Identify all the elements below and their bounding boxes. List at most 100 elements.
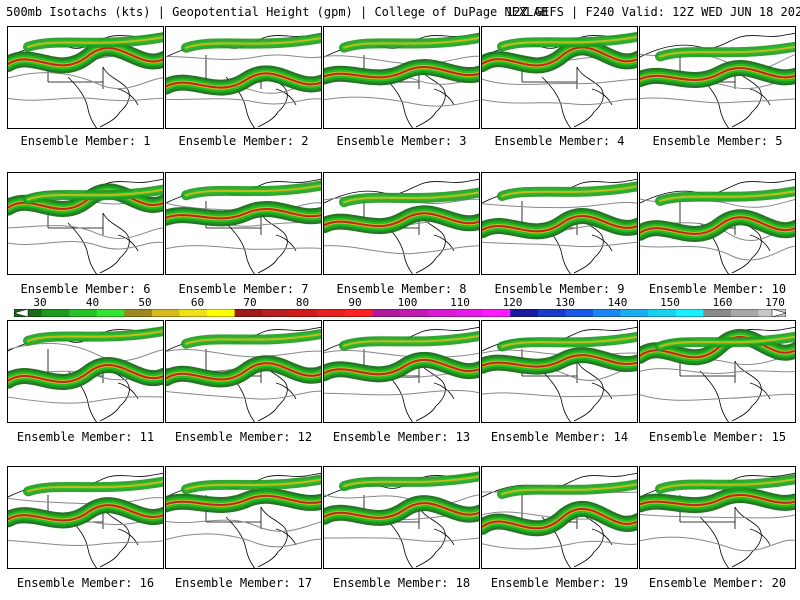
isotach-band — [501, 35, 637, 48]
ensemble-caption-9: Ensemble Member: 9 — [494, 282, 625, 296]
ensemble-caption-6: Ensemble Member: 6 — [20, 282, 151, 296]
height-contour — [324, 537, 479, 542]
ensemble-panel-9 — [481, 172, 638, 275]
ensemble-panel-16 — [7, 466, 164, 569]
isotach-band — [166, 362, 321, 381]
isotach-band — [482, 46, 637, 67]
ensemble-panel-15 — [639, 320, 796, 423]
ensemble-caption-5: Ensemble Member: 5 — [652, 134, 783, 148]
colorbar-segment — [565, 309, 594, 317]
colorbar-label: 80 — [295, 296, 310, 309]
colorbar-segment — [620, 309, 649, 317]
ensemble-panel-3 — [323, 26, 480, 129]
panel-map-2 — [166, 32, 321, 128]
colorbar-arrows — [14, 309, 786, 317]
isotach-band — [185, 478, 321, 491]
colorbar-label: 50 — [138, 296, 152, 309]
ensemble-caption-1: Ensemble Member: 1 — [20, 134, 151, 148]
height-contour — [166, 533, 321, 548]
isotach-band — [343, 334, 479, 347]
colorbar-label: 100 — [397, 296, 418, 309]
coastline — [640, 32, 795, 128]
colorbar-segment — [593, 309, 622, 317]
height-contour — [482, 201, 637, 209]
ensemble-caption-13: Ensemble Member: 13 — [332, 430, 471, 444]
ensemble-panel-12 — [165, 320, 322, 423]
colorbar-label: 170 — [765, 296, 785, 309]
height-contour — [324, 96, 479, 107]
isotach-band — [166, 494, 321, 507]
isotach-band — [640, 494, 795, 507]
colorbar-segment — [372, 309, 401, 317]
header-left: 500mb Isotachs (kts) | Geopotential Heig… — [6, 5, 548, 19]
isotach-band — [166, 208, 321, 220]
panel-map-8 — [324, 178, 479, 274]
ensemble-caption-2: Ensemble Member: 2 — [178, 134, 309, 148]
panel-map-1 — [8, 32, 163, 128]
isotach-band — [324, 502, 479, 519]
colorbar-label: 30 — [33, 296, 47, 309]
panel-map-5 — [640, 32, 795, 128]
isotach-band — [324, 358, 479, 376]
height-contour — [8, 342, 163, 362]
isotach-band — [640, 216, 795, 235]
colorbar-label: 120 — [502, 296, 523, 309]
panel-map-4 — [482, 31, 637, 128]
colorbar-segment — [289, 309, 318, 317]
panel-map-17 — [166, 472, 321, 568]
isotach-band — [8, 364, 163, 383]
colorbar-segment — [69, 309, 98, 317]
ensemble-caption-16: Ensemble Member: 16 — [16, 576, 155, 590]
ensemble-panel-8 — [323, 172, 480, 275]
colorbar-segment — [207, 309, 236, 317]
height-contour — [640, 97, 795, 104]
colorbar-label: 130 — [555, 296, 575, 309]
colorbar-segment — [179, 309, 208, 317]
isotach-band — [482, 215, 637, 233]
isotach-band — [324, 66, 479, 79]
panel-map-3 — [324, 32, 479, 128]
colorbar — [14, 309, 786, 317]
height-contour — [324, 55, 479, 65]
colorbar-segment — [124, 309, 153, 317]
isotach-band — [185, 37, 321, 49]
ensemble-panel-18 — [323, 466, 480, 569]
isotach-band — [659, 478, 795, 490]
colorbar-segment — [151, 309, 180, 317]
ensemble-caption-20: Ensemble Member: 20 — [648, 576, 787, 590]
ensemble-caption-15: Ensemble Member: 15 — [648, 430, 787, 444]
panel-map-7 — [166, 178, 321, 274]
isotach-band — [343, 36, 479, 49]
height-contour — [8, 97, 163, 102]
colorbar-segment — [730, 309, 759, 317]
height-contour — [324, 389, 479, 396]
height-contour — [8, 396, 163, 404]
colorbar-segment — [648, 309, 677, 317]
isotach-band — [27, 330, 163, 342]
height-contour — [166, 348, 321, 358]
ensemble-panel-6 — [7, 172, 164, 275]
height-contour — [482, 98, 637, 106]
ensemble-panel-4 — [481, 26, 638, 129]
ensemble-caption-11: Ensemble Member: 11 — [16, 430, 155, 444]
isotach-band — [166, 72, 321, 89]
height-contour — [324, 350, 479, 358]
isotach-band — [185, 184, 321, 197]
panel-map-12 — [166, 326, 321, 422]
ensemble-caption-4: Ensemble Member: 4 — [494, 134, 625, 148]
colorbar-label: 90 — [348, 296, 362, 309]
panel-map-10 — [640, 178, 795, 274]
height-contour — [482, 392, 637, 398]
isotach-band — [501, 335, 637, 348]
height-contour — [482, 241, 637, 248]
panel-map-19 — [482, 472, 637, 568]
isotach-band — [8, 47, 163, 67]
colorbar-segment — [317, 309, 346, 317]
panel-map-6 — [8, 178, 163, 274]
ensemble-panel-11 — [7, 320, 164, 423]
height-contour — [166, 54, 321, 60]
colorbar-segment — [703, 309, 732, 317]
colorbar-segment — [262, 309, 291, 317]
ensemble-panel-14 — [481, 320, 638, 423]
ensemble-panel-13 — [323, 320, 480, 423]
